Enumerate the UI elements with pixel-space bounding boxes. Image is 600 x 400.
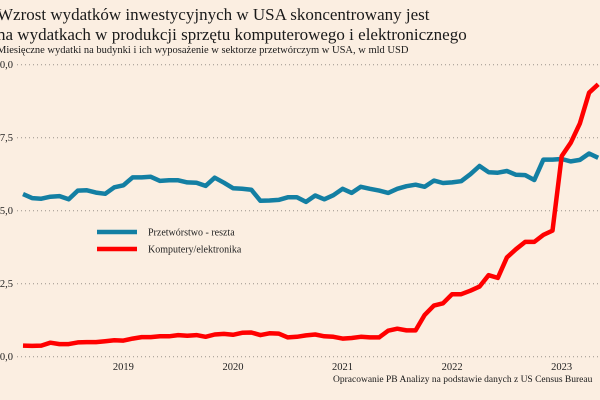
- chart-title: Wzrost wydatków inwestycyjnych w USA sko…: [0, 5, 467, 45]
- y-axis-ticks: 0,0 2,5 5,0 7,5 10,0: [0, 60, 13, 363]
- y-tick-label: 0,0: [0, 352, 13, 363]
- y-tick-label: 10,0: [0, 60, 13, 71]
- legend-label-przetworstwo: Przetwórstwo - reszta: [148, 228, 235, 239]
- x-tick-label: 2020: [222, 362, 243, 373]
- x-tick-label: 2019: [113, 362, 134, 373]
- x-tick-label: 2022: [442, 362, 463, 373]
- series-lines: [22, 82, 600, 349]
- x-tick-label: 2021: [332, 362, 353, 373]
- x-axis-ticks: 2019 2020 2021 2022 2023: [113, 362, 572, 373]
- series-line-przetworstwo-reszta: [22, 151, 600, 205]
- chart-subtitle: Miesięczne wydatki na budynki i ich wypo…: [0, 45, 409, 56]
- chart-title-line-1: Wzrost wydatków inwestycyjnych w USA sko…: [0, 5, 430, 24]
- chart-title-line-2: na wydatkach w produkcji sprzętu kompute…: [0, 25, 467, 44]
- legend-label-komputery: Komputery/elektronika: [148, 245, 242, 256]
- legend: Przetwórstwo - reszta Komputery/elektron…: [97, 228, 242, 256]
- y-tick-label: 5,0: [0, 206, 13, 217]
- series-line-komputery-elektronika: [22, 82, 600, 349]
- y-tick-label: 2,5: [0, 279, 13, 290]
- source-note: Opracowanie PB Analizy na podstawie dany…: [333, 375, 593, 385]
- y-tick-label: 7,5: [0, 133, 13, 144]
- grid: [17, 64, 600, 358]
- x-tick-label: 2023: [551, 362, 572, 373]
